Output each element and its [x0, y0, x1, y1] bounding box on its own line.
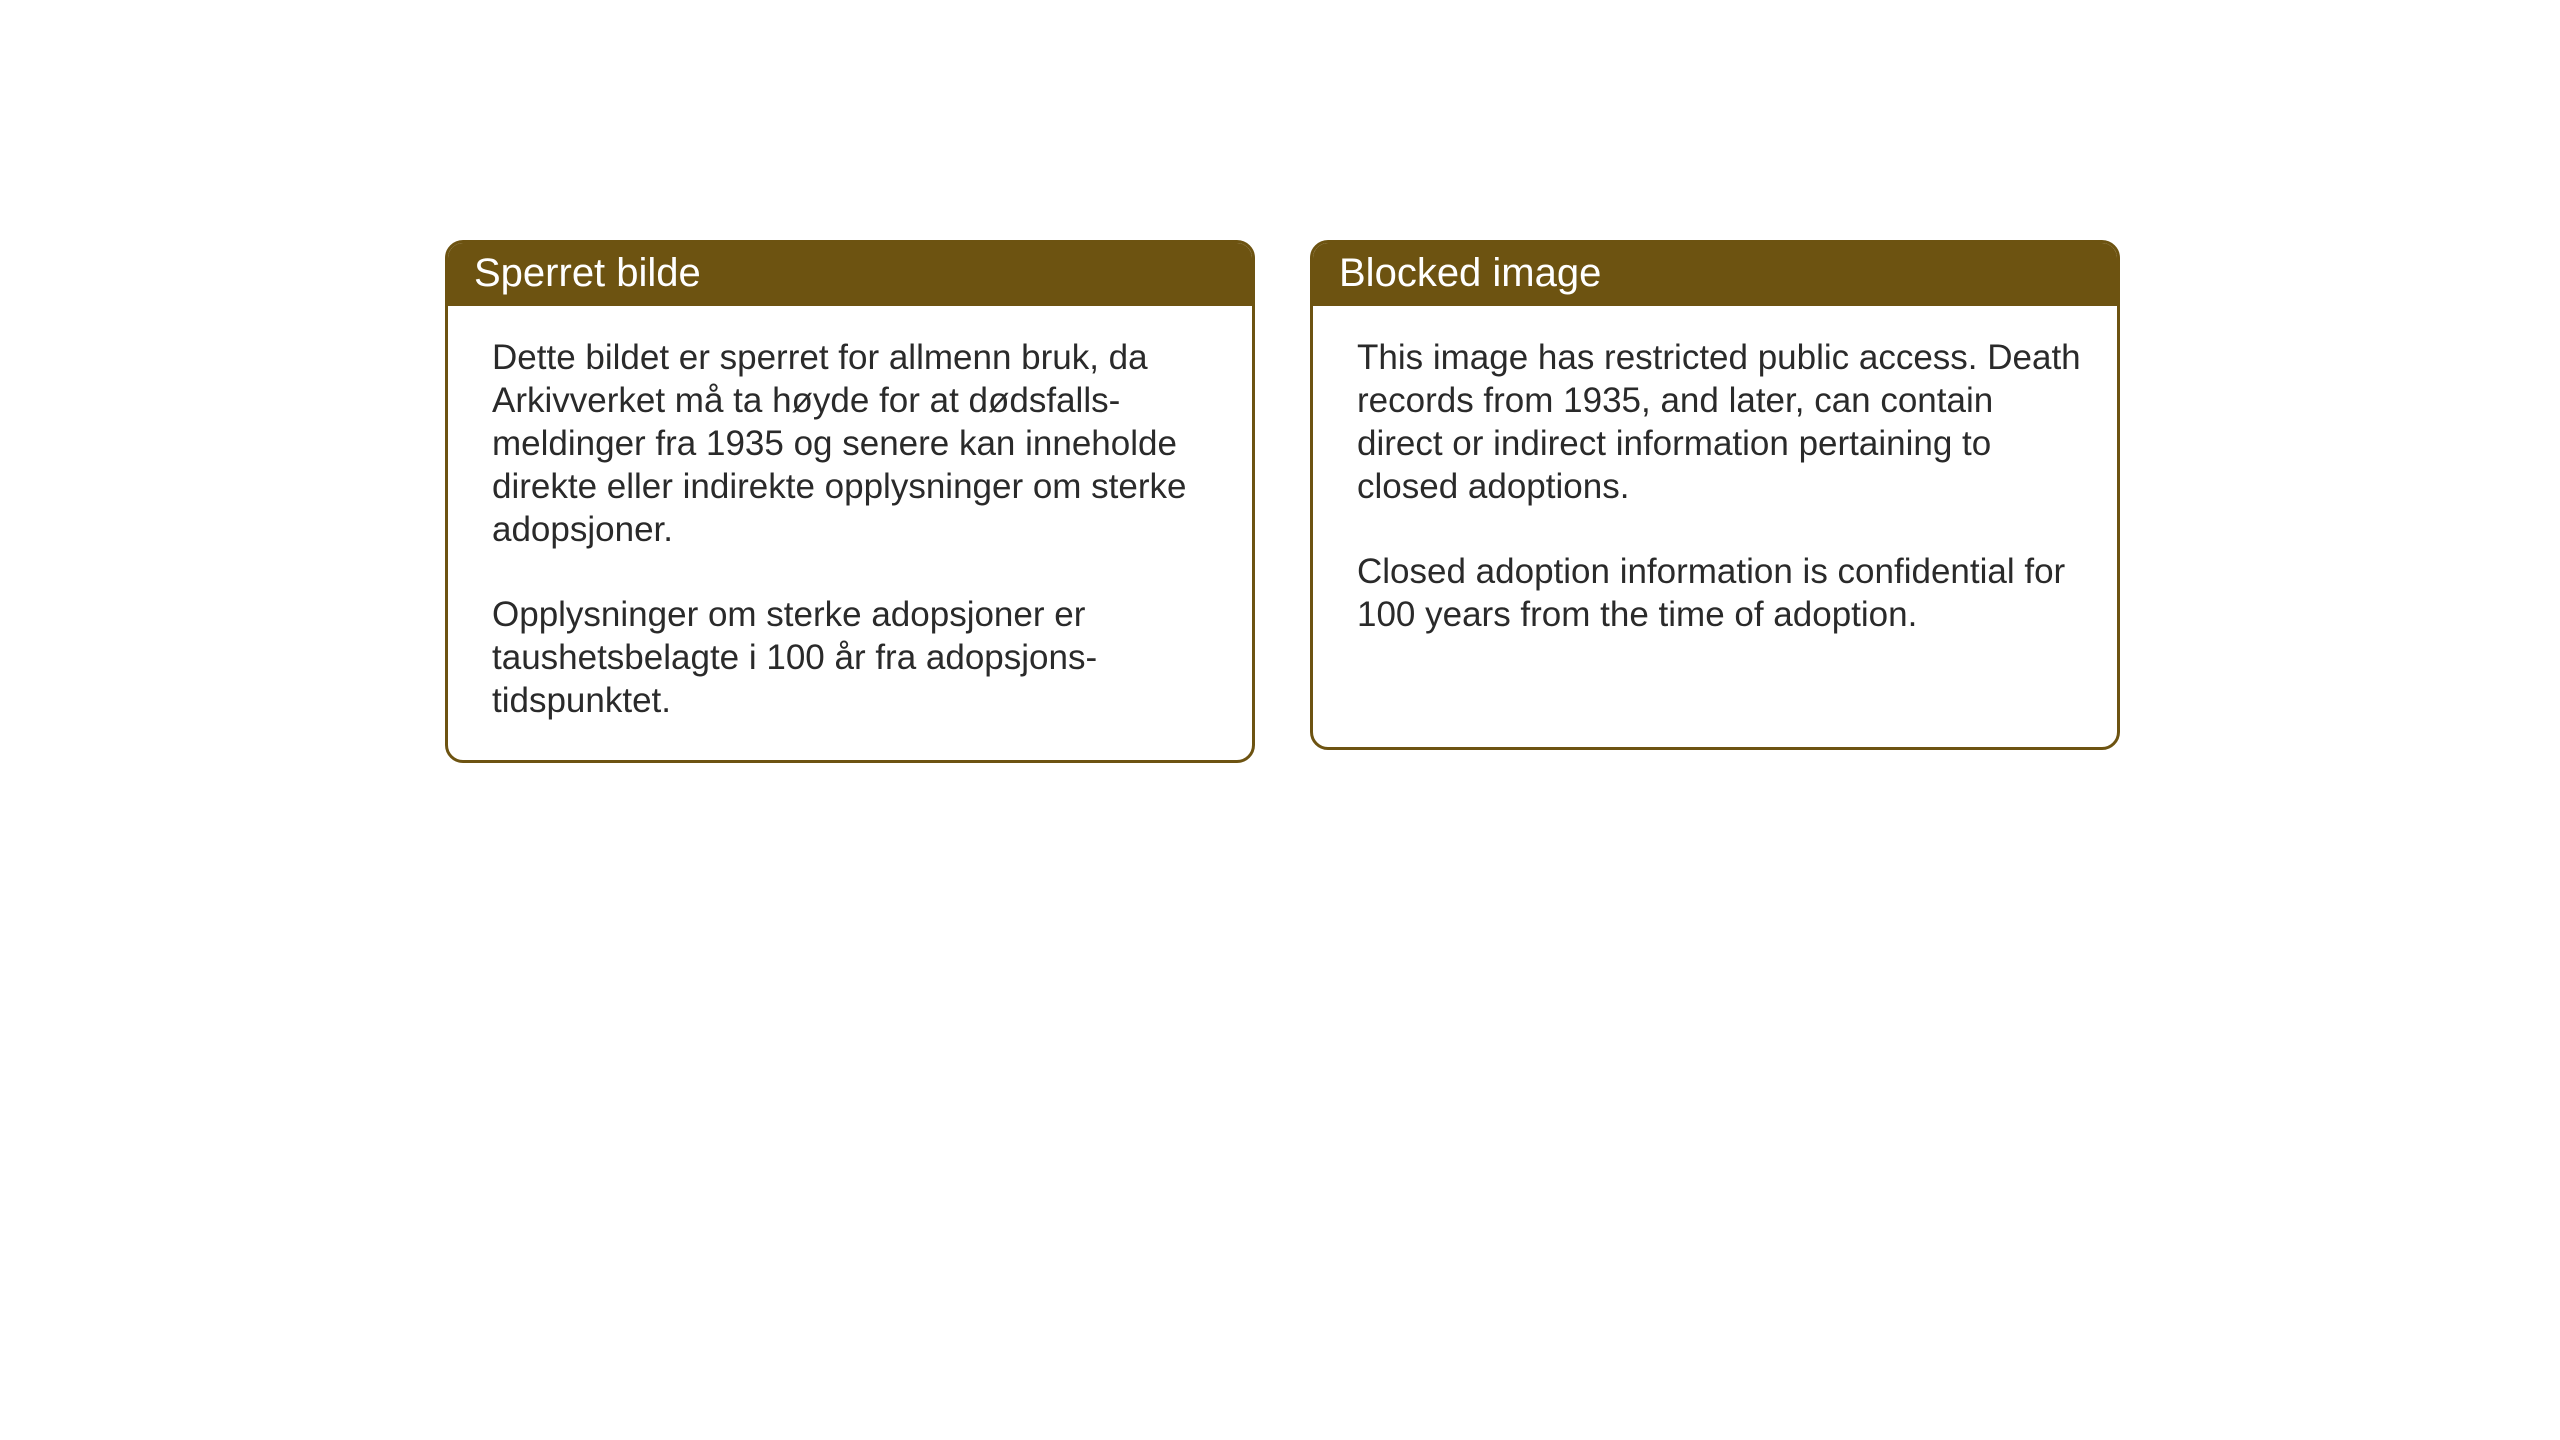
notice-container: Sperret bilde Dette bildet er sperret fo… [445, 240, 2120, 763]
notice-card-norwegian: Sperret bilde Dette bildet er sperret fo… [445, 240, 1255, 763]
notice-paragraph-2-english: Closed adoption information is confident… [1357, 550, 2081, 636]
notice-header-english: Blocked image [1313, 243, 2117, 306]
notice-body-norwegian: Dette bildet er sperret for allmenn bruk… [448, 306, 1252, 760]
notice-paragraph-1-english: This image has restricted public access.… [1357, 336, 2081, 508]
notice-header-norwegian: Sperret bilde [448, 243, 1252, 306]
notice-paragraph-2-norwegian: Opplysninger om sterke adopsjoner er tau… [492, 593, 1216, 722]
notice-card-english: Blocked image This image has restricted … [1310, 240, 2120, 750]
notice-body-english: This image has restricted public access.… [1313, 306, 2117, 674]
notice-paragraph-1-norwegian: Dette bildet er sperret for allmenn bruk… [492, 336, 1216, 551]
